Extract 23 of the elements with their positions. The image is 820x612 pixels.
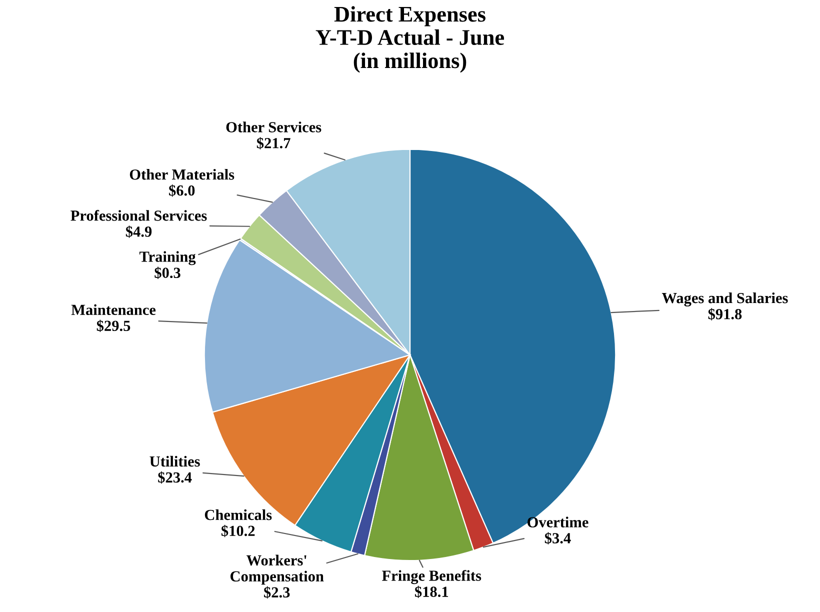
slice-label: Fringe Benefits xyxy=(382,570,482,584)
data-label: $2.3 xyxy=(264,586,290,599)
data-label: $0.3 xyxy=(154,266,180,280)
slice-label: Wages and Salaries xyxy=(662,292,788,306)
slice-label: Training xyxy=(139,251,196,266)
data-label: $10.2 xyxy=(221,524,255,538)
slice-label: Overtime xyxy=(528,516,588,528)
data-label: $29.5 xyxy=(96,320,130,332)
slice-label: Chemicals xyxy=(204,509,272,520)
data-label: $6.0 xyxy=(169,184,195,197)
data-label: $23.4 xyxy=(158,471,192,484)
data-label: $3.4 xyxy=(544,532,571,544)
slice-label: Other Materials xyxy=(130,168,234,180)
data-label: $91.8 xyxy=(708,308,742,320)
data-label: $18.1 xyxy=(414,586,448,598)
slice-label: Other Services xyxy=(226,122,322,132)
data-label: $21.7 xyxy=(256,137,290,150)
slice-label: Utilities xyxy=(150,456,200,467)
slice-label: Maintenance xyxy=(71,304,156,316)
slice-label: Workers' Compensation xyxy=(230,554,324,585)
data-label: $4.9 xyxy=(126,226,152,238)
slice-label: Professional Services xyxy=(70,210,207,221)
chart-title: Direct Expenses Y-T-D Actual - June (in millions) xyxy=(316,6,504,73)
